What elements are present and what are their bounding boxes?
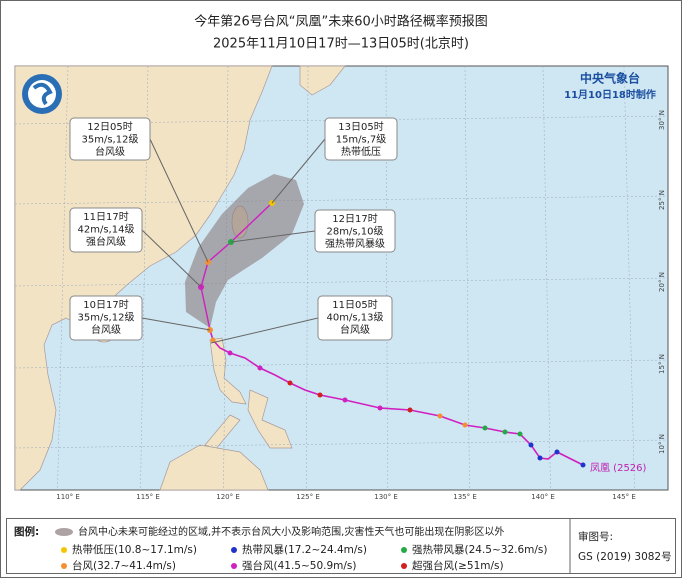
subtitle: 2025年11月10日17时—13日05时(北京时) [213, 37, 469, 52]
callout-leader [271, 138, 326, 204]
legend: 图例: 台风中心未来可能经过的区域,并不表示台风大小及影响范围,灾害性天气也可能… [6, 518, 676, 574]
meridian [623, 65, 635, 491]
callout-leader [210, 317, 319, 344]
meridian [464, 65, 470, 491]
callout-wind: 42m/s,14级 [78, 224, 135, 236]
lon-label: 145° E [612, 493, 636, 501]
parallel [14, 439, 669, 449]
callout-wind: 40m/s,13级 [327, 312, 384, 324]
lon-label: 125° E [296, 493, 320, 501]
callout-leader [141, 317, 211, 331]
callout-time: 13日05时 [338, 121, 383, 133]
lon-label: 120° E [216, 493, 240, 501]
lat-label: 20° N [658, 272, 666, 292]
callout-leader [230, 230, 316, 243]
lat-label: 15° N [658, 354, 666, 374]
callout-wind: 15m/s,7级 [336, 134, 387, 146]
lon-label: 135° E [453, 493, 477, 501]
storm-label: 凤凰 (2526) [590, 462, 647, 474]
lon-label: 140° E [531, 493, 555, 501]
callout-time: 11日17时 [83, 211, 128, 223]
callout-level: 热带低压 [341, 145, 381, 158]
callout-wind: 28m/s,10级 [327, 226, 384, 238]
parallel [14, 359, 669, 369]
approval-number: GS (2019) 3082号 [578, 551, 672, 563]
legend-swatch [61, 563, 67, 569]
legend-item: 热带风暴(17.2~24.4m/s) [242, 543, 367, 556]
parallel [14, 277, 669, 287]
legend-swatch [231, 563, 237, 569]
callout-wind: 35m/s,12级 [82, 134, 139, 146]
callout-wind: 35m/s,12级 [78, 312, 135, 324]
legend-swatch [61, 547, 67, 553]
legend-swatch [231, 547, 237, 553]
lon-label: 130° E [374, 493, 398, 501]
legend-swatch [401, 563, 407, 569]
callout-time: 10日17时 [83, 299, 128, 311]
map: 凤凰 (2526) 12日05时35m/s,12级台风级11日17时42m/s,… [14, 65, 669, 491]
legend-item: 热带低压(10.8~17.1m/s) [72, 543, 197, 556]
meridian [57, 65, 69, 491]
callout-level: 台风级 [91, 323, 121, 336]
lat-label: 10° N [658, 434, 666, 454]
callout-level: 强热带风暴级 [325, 237, 385, 250]
meridian [385, 65, 388, 491]
callout-box [69, 117, 151, 161]
logo [22, 74, 62, 114]
lat-label: 25° N [658, 190, 666, 210]
callout-time: 12日17时 [332, 213, 377, 225]
callout-leader [149, 138, 209, 263]
agency-name: 中央气象台 [580, 71, 640, 86]
callout-box [324, 117, 398, 161]
callout-box [69, 207, 143, 253]
lon-label: 110° E [56, 493, 80, 501]
legend-item: 台风(32.7~41.4m/s) [72, 559, 176, 572]
callout-box [317, 295, 393, 341]
legend-swatch [401, 547, 407, 553]
callout-leader [141, 229, 202, 288]
legend-item: 超强台风(≥51m/s) [412, 559, 504, 572]
legend-cone: 台风中心未来可能经过的区域,并不表示台风大小及影响范围,灾害性天气也可能出现在阴… [78, 525, 504, 538]
lon-label: 115° E [136, 493, 160, 501]
callouts: 12日05时35m/s,12级台风级11日17时42m/s,14级强台风级10日… [69, 117, 398, 344]
callout-box [314, 209, 396, 253]
korea-japan [299, 65, 346, 96]
legend-item: 强热带风暴(24.5~32.6m/s) [412, 543, 548, 556]
callout-box [69, 295, 143, 341]
callout-level: 台风级 [95, 145, 125, 158]
callout-level: 强台风级 [86, 235, 126, 248]
forecast-cone [185, 174, 304, 328]
issue-time: 11月10日18时制作 [564, 88, 656, 101]
callout-level: 台风级 [340, 323, 370, 336]
callout-time: 12日05时 [87, 121, 132, 133]
meridian [306, 65, 309, 491]
parallel [14, 195, 669, 205]
callout-time: 11日05时 [332, 299, 377, 311]
meridian [542, 65, 551, 491]
meridian [140, 65, 149, 491]
borneo [159, 444, 269, 491]
legend-title: 图例: [14, 525, 39, 538]
lat-label: 30° N [658, 110, 666, 130]
title: 今年第26号台风“凤凰”未来60小时路径概率预报图 [194, 14, 488, 30]
approval-label: 审图号: [578, 530, 613, 543]
legend-item: 强台风(41.5~50.9m/s) [242, 559, 357, 572]
